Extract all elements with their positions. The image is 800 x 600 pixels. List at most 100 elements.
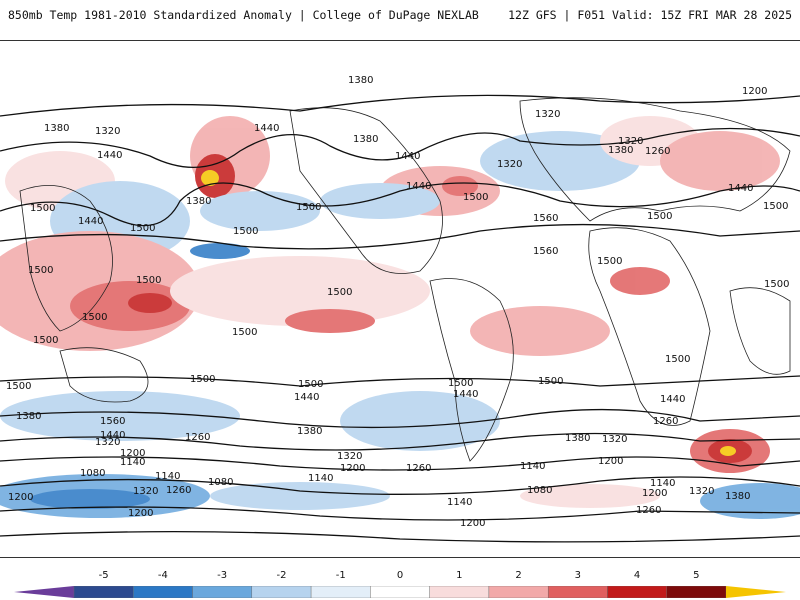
contour-label: 1500: [30, 203, 55, 214]
contour-label: 1440: [78, 216, 103, 227]
colorbar-segment: [133, 586, 193, 598]
colorbar-segment: [192, 586, 253, 598]
colorbar-segment: [429, 586, 490, 598]
contour-label: 1440: [395, 151, 420, 162]
contour-label: 1500: [6, 381, 31, 392]
contour-label: 1380: [186, 196, 211, 207]
contour-label: 1140: [308, 473, 333, 484]
contour-label: 1080: [527, 485, 552, 496]
contour-label: 1200: [128, 508, 153, 519]
contour-label: 1080: [208, 477, 233, 488]
contour-label: 1320: [95, 126, 120, 137]
coastlines: [19, 97, 791, 462]
colorbar-segment: [607, 586, 667, 598]
contour-label: 1500: [33, 335, 58, 346]
contour-label: 1500: [327, 287, 352, 298]
contour-label: 1380: [44, 123, 69, 134]
contour-label: 1260: [406, 463, 431, 474]
colorbar-tick-label: 5: [693, 570, 700, 581]
contour-label: 1500: [538, 376, 563, 387]
contour-label: 1320: [95, 437, 120, 448]
colorbar-segment: [73, 586, 134, 598]
height-contours: [0, 94, 800, 543]
contour-label: 1440: [100, 430, 125, 441]
colorbar-tick-label: -3: [217, 570, 228, 581]
contour-label: 1500: [448, 378, 473, 389]
contour-label: 1500: [763, 201, 788, 212]
contour-label: 1500: [233, 226, 258, 237]
contour-label: 1500: [28, 265, 53, 276]
colorbar-tick-label: -4: [157, 570, 168, 581]
contour-label: 1140: [120, 457, 145, 468]
contour-label: 1260: [653, 416, 678, 427]
map-title: 850mb Temp 1981-2010 Standardized Anomal…: [8, 8, 479, 22]
contour-label: 1320: [689, 486, 714, 497]
contour-label: 1140: [155, 471, 180, 482]
contour-label: 1500: [298, 379, 323, 390]
contour-label: 1320: [133, 486, 158, 497]
contour-label: 1500: [190, 374, 215, 385]
colorbar-tick-label: 1: [456, 570, 463, 581]
colorbar-segment: [310, 586, 371, 598]
contour-label: 1200: [742, 86, 767, 97]
model-run-info: 12Z GFS | F051 Valid: 15Z FRI MAR 28 202…: [508, 8, 792, 22]
contour-label: 1200: [340, 463, 365, 474]
contour-label: 1500: [665, 354, 690, 365]
contour-label: 1500: [130, 223, 155, 234]
contour-label: 1320: [602, 434, 627, 445]
colorbar-tick-label: -5: [98, 570, 109, 581]
colorbar-segment: [547, 586, 608, 598]
contour-label: 1320: [337, 451, 362, 462]
contour-label: 1500: [463, 192, 488, 203]
contour-label: 1080: [80, 468, 105, 479]
contour-label: 1140: [650, 478, 675, 489]
contour-label: 1560: [533, 213, 558, 224]
contour-label: 1320: [497, 159, 522, 170]
colorbar-segment: [251, 586, 312, 598]
colorbar-tick-label: 2: [515, 570, 522, 581]
contour-label: 1560: [533, 246, 558, 257]
contour-label: 1200: [460, 518, 485, 529]
contour-label: 1380: [16, 411, 41, 422]
colorbar-segment: [726, 586, 786, 598]
map-canvas: 1380 1200 1380 1320 1440 1380 1440 1320 …: [0, 75, 800, 543]
contour-label: 1200: [598, 456, 623, 467]
colorbar-tick-label: 3: [574, 570, 581, 581]
contour-label: 1140: [520, 461, 545, 472]
map-header: 850mb Temp 1981-2010 Standardized Anomal…: [0, 0, 800, 36]
contour-label: 1440: [254, 123, 279, 134]
contour-label: 1200: [120, 448, 145, 459]
colorbar-segment: [488, 586, 549, 598]
contour-labels: 1380 1200 1380 1320 1440 1380 1440 1320 …: [6, 75, 789, 529]
contour-label: 1200: [8, 492, 33, 503]
contour-label: 1500: [597, 256, 622, 267]
contour-label: 1380: [725, 491, 750, 502]
contour-label: 1200: [642, 488, 667, 499]
contour-label: 1380: [565, 433, 590, 444]
contour-label: 1440: [660, 394, 685, 405]
contour-label: 1320: [618, 136, 643, 147]
contour-label: 1500: [647, 211, 672, 222]
contour-label: 1380: [348, 75, 373, 86]
contour-label: 1260: [185, 432, 210, 443]
contour-label: 1440: [728, 183, 753, 194]
contour-label: 1440: [406, 181, 431, 192]
colorbar-bar: [14, 586, 786, 598]
contour-label: 1380: [353, 134, 378, 145]
colorbar-legend: -5 -4 -3 -2 -1 0 1 2 3 4 5: [0, 570, 800, 600]
contour-label: 1380: [608, 145, 633, 156]
contour-label: 1260: [636, 505, 661, 516]
contour-label: 1500: [82, 312, 107, 323]
contour-label: 1440: [97, 150, 122, 161]
contour-label: 1380: [297, 426, 322, 437]
colorbar-tick-label: -1: [335, 570, 346, 581]
colorbar-segment: [370, 586, 430, 598]
contour-label: 1140: [447, 497, 472, 508]
anomaly-map[interactable]: 1380 1200 1380 1320 1440 1380 1440 1320 …: [0, 40, 800, 558]
contour-label: 1500: [232, 327, 257, 338]
contour-label: 1500: [136, 275, 161, 286]
contour-label: 1500: [296, 202, 321, 213]
colorbar-segment: [666, 586, 727, 598]
contour-label: 1260: [645, 146, 670, 157]
colorbar-tick-label: -2: [276, 570, 287, 581]
